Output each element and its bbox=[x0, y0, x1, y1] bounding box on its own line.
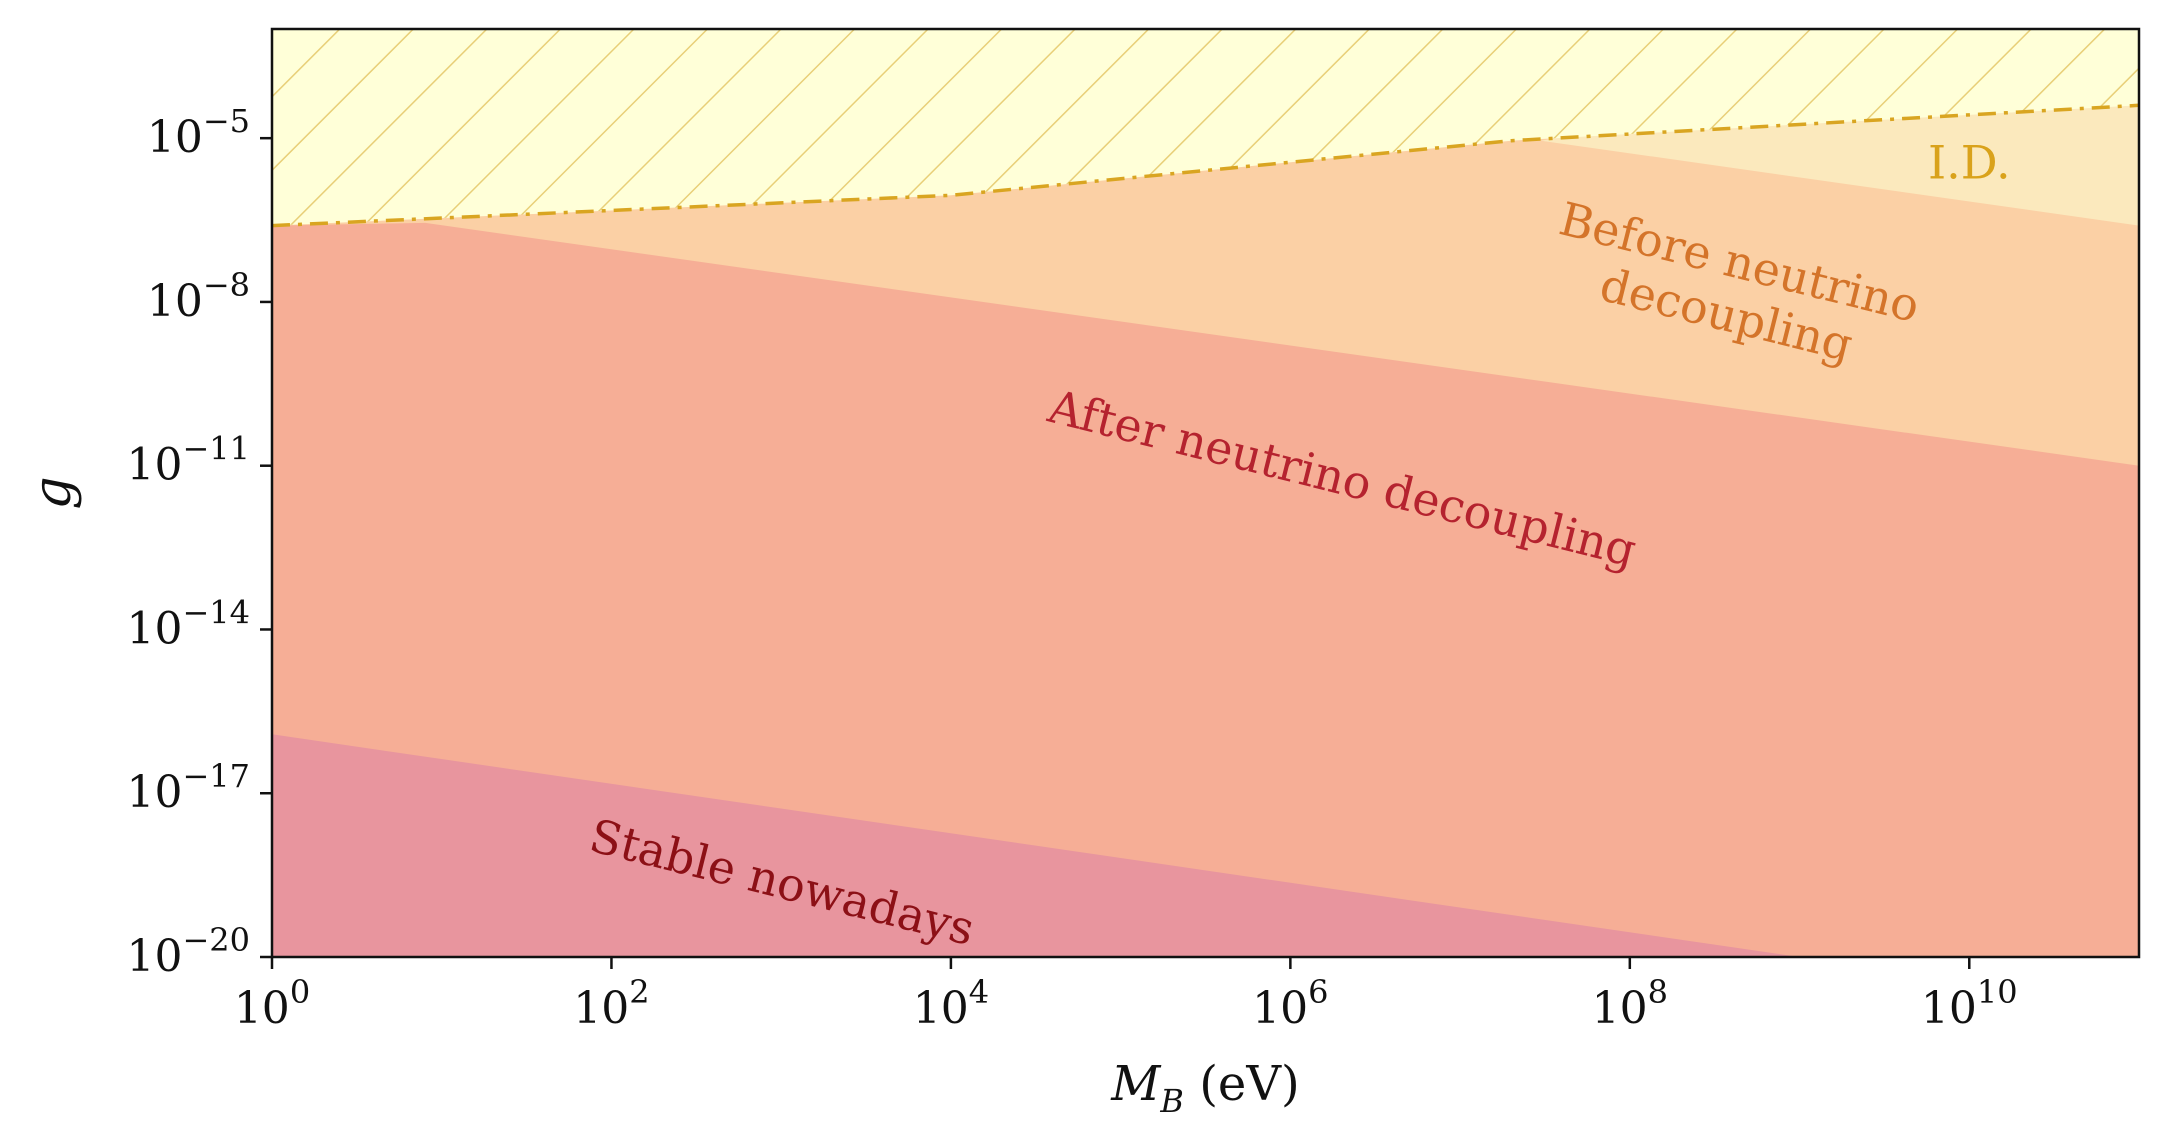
y-tick-label: 10−14 bbox=[126, 593, 250, 654]
x-tick-label: 104 bbox=[913, 973, 989, 1034]
axes-layer: 100 102 104 106 108 1010 10−5 10−8 10−11 10−14 10−… bbox=[23, 27, 2141, 1120]
x-tick-label: 1010 bbox=[1921, 973, 2018, 1034]
x-tick-label: 106 bbox=[1252, 973, 1328, 1034]
x-tick-label: 102 bbox=[573, 973, 649, 1034]
x-axis-label: MB (eV) bbox=[1110, 1056, 1299, 1120]
region-label-0: I.D. bbox=[1928, 136, 2011, 190]
y-tick-label: 10−17 bbox=[126, 757, 250, 818]
id-boundary-line bbox=[272, 103, 2139, 228]
regions-layer bbox=[272, 29, 2139, 957]
y-axis-label: g bbox=[23, 476, 83, 509]
region-after-neutrino-decoupling bbox=[272, 222, 2139, 957]
plot-frame bbox=[270, 27, 2141, 959]
x-tick-label: 108 bbox=[1592, 973, 1668, 1034]
region-excluded-hatch bbox=[272, 29, 2139, 226]
x-tick-label: 100 bbox=[234, 973, 310, 1034]
region-stable-nowadays bbox=[272, 734, 1800, 957]
y-tick-label: 10−5 bbox=[147, 102, 250, 163]
y-tick-label: 10−8 bbox=[147, 266, 250, 327]
boundary-lines-layer bbox=[272, 103, 2139, 228]
y-tick-label: 10−20 bbox=[126, 921, 250, 982]
y-tick-label: 10−11 bbox=[126, 430, 250, 491]
region-label-line: I.D. bbox=[1928, 136, 2011, 190]
